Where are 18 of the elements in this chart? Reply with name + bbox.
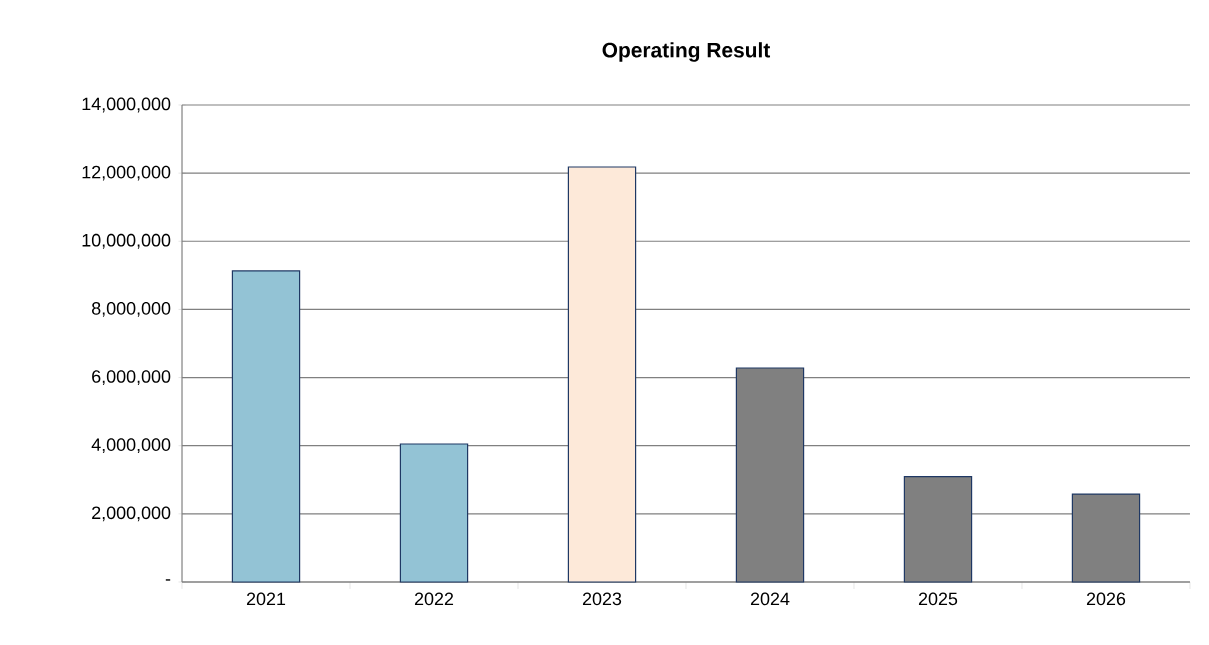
x-tick-label: 2026 [1086,592,1126,606]
bar [399,443,469,583]
y-tick-label: 14,000,000 [82,97,171,113]
y-tick-label: 10,000,000 [82,233,171,249]
x-tick-label: 2022 [414,592,454,606]
x-tick-label: 2025 [918,592,958,606]
y-tick-label: 12,000,000 [82,165,171,181]
y-tick-label: 2,000,000 [92,506,171,522]
y-tick-label: 8,000,000 [91,302,171,317]
bar [567,166,637,583]
bar [231,270,301,583]
y-tick-label: 6,000,000 [92,370,171,385]
y-tick-label: 4,000,000 [91,438,171,454]
y-tick-label: - [165,579,171,581]
x-tick-label: 2024 [750,592,790,606]
x-tick-label: 2021 [246,592,286,606]
x-tick-label: 2023 [582,592,622,606]
chart-title: Operating Result [602,42,771,62]
